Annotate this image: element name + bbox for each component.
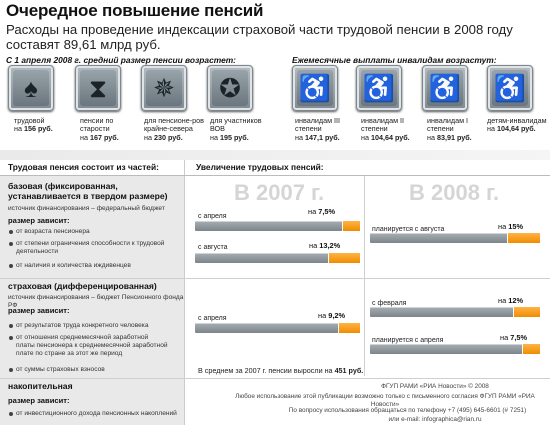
bar-label: планируется с августа: [372, 226, 445, 233]
basic-source: источник финансирования – федеральный бю…: [8, 205, 165, 212]
hourglass-icon: ⧗: [88, 73, 108, 103]
insurance-item: от суммы страховых взносов: [8, 366, 180, 374]
bar-value: на 12%: [498, 296, 524, 305]
basic-item: от степени ограничения способности к тру…: [8, 240, 180, 256]
pension-icon-box: ✵: [141, 65, 187, 111]
bar-2008-feb: [370, 307, 540, 317]
top-left-label: С 1 апреля 2008 г. средний размер пенсии…: [6, 55, 236, 65]
wheelchair-icon: ♿: [428, 73, 462, 103]
pension-caption: для участников ВОВ на 195 руб.: [210, 116, 262, 142]
footer-copyright: ФГУП РАМИ «РИА Новости» © 2008: [381, 383, 489, 390]
bar-label: с августа: [198, 244, 228, 251]
bar-value: на 7,5%: [308, 207, 336, 216]
insurance-source: источник финансирования – бюджет Пенсион…: [8, 294, 184, 309]
accum-depends: размер зависит:: [8, 396, 70, 405]
header-left: Трудовая пенсия состоит из частей:: [8, 162, 159, 172]
pension-caption: трудовой на 156 руб.: [14, 116, 53, 134]
divider-band: [0, 150, 550, 160]
accum-item: от инвестиционного дохода пенсионных нак…: [8, 410, 184, 418]
page-title: Очередное повышение пенсий: [6, 1, 264, 20]
insurance-title: страховая (дифференцированная): [8, 281, 157, 291]
pension-icon-box: ✪: [207, 65, 253, 111]
footer-notice: Любое использование этой публикации возм…: [235, 393, 535, 408]
accum-title: накопительная: [8, 381, 73, 391]
disabled-caption: инвалидам I степени на 83,91 руб.: [427, 116, 472, 142]
compass-icon: ✵: [153, 73, 175, 103]
bar-2007-aug: [195, 253, 360, 263]
pension-caption: пенсии по старости на 167 руб.: [80, 116, 119, 142]
bar-label: планируется с апреля: [372, 337, 444, 344]
basic-item: от наличия и количества иждивенцев: [8, 262, 180, 270]
disabled-caption: детям-инвалидам на 104,64 руб.: [487, 116, 547, 134]
disabled-icon-box: ♿: [356, 65, 402, 111]
page-subtitle: Расходы на проведение индексации страхов…: [6, 22, 513, 52]
bar-label: с апреля: [198, 213, 227, 220]
wheelchair-icon: ♿: [362, 73, 396, 103]
disabled-icon-box: ♿: [422, 65, 468, 111]
disabled-caption: инвалидам III степени на 147,1 руб.: [295, 116, 341, 142]
bar-label: с апреля: [198, 315, 227, 322]
bar-value: на 13,2%: [309, 241, 341, 250]
basic-title: базовая (фиксированная, устанавливается …: [8, 181, 168, 201]
year-divider: [364, 176, 365, 376]
bar-value: на 7,5%: [500, 333, 528, 342]
insurance-depends: размер зависит:: [8, 306, 70, 315]
bar-2008-aug: [370, 233, 540, 243]
bar-2007-insurance: [195, 323, 360, 333]
year-2008-label: В 2008 г.: [409, 180, 500, 205]
wheelchair-icon: ♿: [298, 73, 332, 103]
bar-2007-apr: [195, 221, 360, 231]
pension-icon-box: ⧗: [75, 65, 121, 111]
order-star-icon: ✪: [219, 73, 241, 103]
bar-value: на 15%: [498, 222, 524, 231]
wheelchair-helper-icon: ♿: [493, 73, 527, 103]
pension-caption: для пенсионе-ров крайне-севера на 230 руб…: [144, 116, 204, 142]
top-right-label: Ежемесячные выплаты инвалидам возрастут:: [292, 55, 497, 65]
footer-contact: По вопросу использования обращаться по т…: [288, 407, 527, 414]
section-rule: [0, 378, 550, 379]
year-2007-label: В 2007 г.: [234, 180, 325, 205]
disabled-caption: инвалидам II степени на 104,64 руб.: [361, 116, 410, 142]
bar-value: на 9,2%: [318, 311, 346, 320]
bar-label: с февраля: [372, 300, 407, 307]
pension-icon-box: ♠: [8, 65, 54, 111]
insurance-item: от результатов труда конкретного человек…: [8, 322, 180, 330]
bar-2008-apr: [370, 344, 540, 354]
disabled-icon-box: ♿: [487, 65, 533, 111]
left-panel: [0, 176, 184, 425]
column-divider: [184, 160, 185, 425]
disabled-icon-box: ♿: [292, 65, 338, 111]
footer-email: или e-mail: infographica@rian.ru: [388, 416, 482, 423]
header-right: Увеличение трудовых пенсий:: [196, 162, 324, 172]
basic-item: от возраста пенсионера: [8, 228, 180, 236]
average-note: В среднем за 2007 г. пенсии выросли на 4…: [198, 366, 364, 375]
basic-depends: размер зависит:: [8, 216, 70, 225]
section-rule: [0, 278, 550, 279]
header-rule: [0, 175, 550, 176]
shovel-icon: ♠: [24, 73, 38, 103]
insurance-item: от отношения среднемесячной заработной п…: [8, 334, 168, 358]
